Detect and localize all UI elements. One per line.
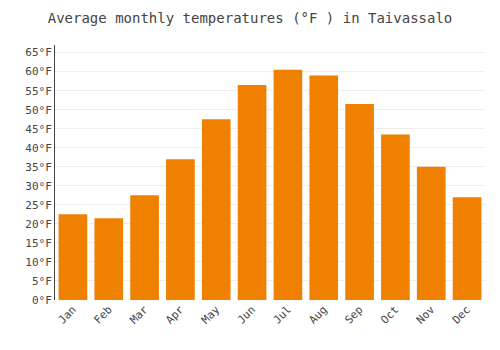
svg-text:30°F: 30°F bbox=[25, 180, 52, 193]
svg-text:Aug: Aug bbox=[307, 303, 330, 326]
svg-text:45°F: 45°F bbox=[25, 123, 52, 136]
svg-text:65°F: 65°F bbox=[25, 46, 52, 59]
svg-text:5°F: 5°F bbox=[32, 275, 52, 288]
svg-text:Mar: Mar bbox=[127, 303, 151, 327]
svg-text:20°F: 20°F bbox=[25, 218, 52, 231]
svg-text:50°F: 50°F bbox=[25, 104, 52, 117]
svg-text:Oct: Oct bbox=[378, 303, 401, 326]
svg-text:15°F: 15°F bbox=[25, 237, 52, 250]
svg-text:Feb: Feb bbox=[92, 303, 115, 326]
svg-text:Jan: Jan bbox=[56, 303, 79, 326]
svg-text:May: May bbox=[199, 303, 223, 327]
svg-text:Dec: Dec bbox=[450, 303, 473, 326]
svg-text:0°F: 0°F bbox=[32, 294, 52, 307]
svg-text:60°F: 60°F bbox=[25, 65, 52, 78]
svg-text:Jun: Jun bbox=[235, 303, 258, 326]
svg-text:Apr: Apr bbox=[163, 303, 187, 327]
svg-text:Jul: Jul bbox=[271, 303, 294, 326]
svg-text:Sep: Sep bbox=[342, 303, 365, 326]
svg-text:10°F: 10°F bbox=[25, 256, 52, 269]
svg-text:55°F: 55°F bbox=[25, 85, 52, 98]
svg-text:Average monthly temperatures (: Average monthly temperatures (°F ) in Ta… bbox=[48, 10, 453, 26]
svg-text:Nov: Nov bbox=[414, 303, 438, 327]
svg-text:25°F: 25°F bbox=[25, 199, 52, 212]
svg-text:35°F: 35°F bbox=[25, 161, 52, 174]
svg-text:40°F: 40°F bbox=[25, 142, 52, 155]
